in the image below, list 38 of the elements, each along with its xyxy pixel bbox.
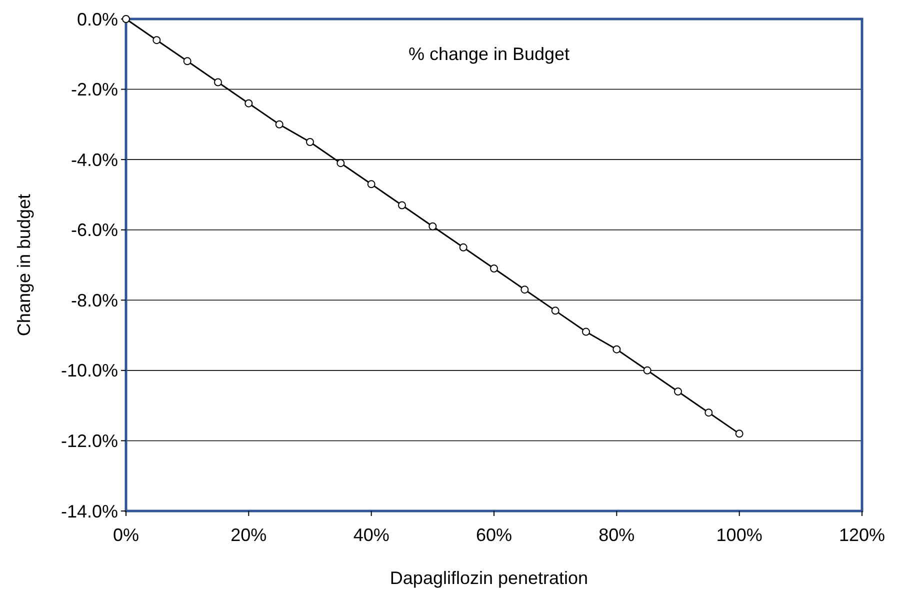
x-tick-label: 20% bbox=[230, 525, 267, 545]
x-tick-label: 120% bbox=[838, 525, 886, 545]
y-tick-label: 0.0% bbox=[76, 9, 118, 30]
x-tick-label: 0% bbox=[112, 525, 140, 545]
point bbox=[398, 201, 406, 210]
point bbox=[183, 57, 192, 66]
point bbox=[735, 430, 744, 438]
point bbox=[582, 328, 590, 336]
point bbox=[704, 408, 713, 417]
text: % change in Budget bbox=[408, 44, 570, 64]
x-axis-title: Dapagliflozin penetration bbox=[390, 568, 588, 588]
point bbox=[643, 366, 652, 374]
y-tick-label: -12.0% bbox=[60, 431, 118, 452]
point bbox=[520, 286, 529, 294]
point bbox=[428, 222, 437, 230]
point bbox=[306, 138, 314, 146]
y-tick-label: -10.0% bbox=[60, 360, 118, 381]
x-tick-label: 100% bbox=[716, 525, 762, 545]
x-tick-label: 60% bbox=[476, 525, 512, 545]
point bbox=[336, 159, 345, 168]
point bbox=[275, 120, 284, 128]
point bbox=[612, 345, 621, 354]
point bbox=[459, 243, 468, 252]
point bbox=[367, 180, 376, 188]
point bbox=[152, 36, 161, 44]
x-tick-label: 80% bbox=[598, 525, 635, 545]
point bbox=[214, 78, 222, 86]
x-tick-label: 40% bbox=[353, 525, 390, 545]
y-tick-label: -2.0% bbox=[70, 80, 118, 100]
point bbox=[551, 306, 560, 315]
point bbox=[244, 99, 253, 108]
point bbox=[674, 388, 682, 396]
y-axis-title: Change in budget bbox=[14, 194, 34, 336]
y-tick-label: -14.0% bbox=[60, 501, 118, 522]
y-tick-label: -4.0% bbox=[70, 150, 118, 170]
y-tick-label: -6.0% bbox=[70, 220, 118, 240]
point bbox=[490, 264, 498, 273]
y-tick-label: -8.0% bbox=[70, 290, 118, 310]
